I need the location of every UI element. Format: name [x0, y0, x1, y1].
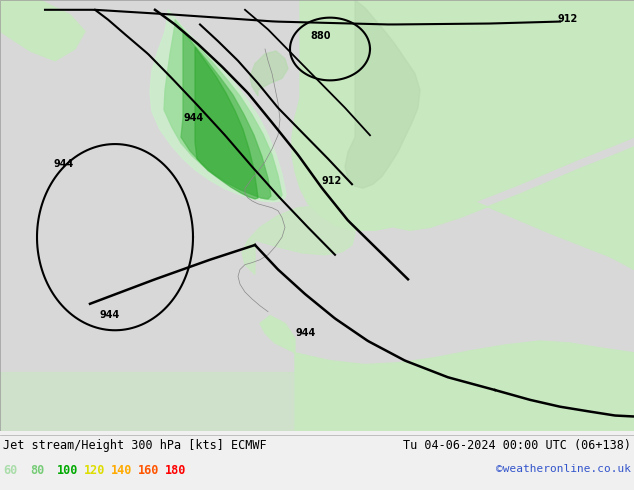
Text: 880: 880 [310, 31, 330, 41]
Text: Jet stream/Height 300 hPa [kts] ECMWF: Jet stream/Height 300 hPa [kts] ECMWF [3, 440, 267, 452]
Text: 180: 180 [165, 464, 186, 477]
Text: 944: 944 [295, 328, 315, 338]
Polygon shape [378, 147, 634, 270]
Text: 60: 60 [3, 464, 17, 477]
Polygon shape [164, 20, 282, 200]
Text: 912: 912 [558, 14, 578, 24]
Text: 912: 912 [322, 176, 342, 186]
Polygon shape [250, 51, 288, 96]
Text: 160: 160 [138, 464, 159, 477]
Text: 944: 944 [100, 311, 120, 320]
Text: 140: 140 [111, 464, 133, 477]
Polygon shape [0, 0, 85, 61]
Polygon shape [0, 372, 634, 431]
Polygon shape [242, 206, 355, 274]
Text: ©weatheronline.co.uk: ©weatheronline.co.uk [496, 464, 631, 474]
Polygon shape [292, 0, 634, 230]
Text: 120: 120 [84, 464, 105, 477]
Text: 944: 944 [53, 159, 74, 169]
Polygon shape [181, 31, 271, 199]
Polygon shape [150, 10, 286, 202]
Polygon shape [260, 316, 634, 431]
Polygon shape [345, 0, 420, 188]
Text: 944: 944 [183, 113, 204, 122]
Polygon shape [388, 0, 634, 194]
Text: Tu 04-06-2024 00:00 UTC (06+138): Tu 04-06-2024 00:00 UTC (06+138) [403, 440, 631, 452]
Text: 80: 80 [30, 464, 44, 477]
Text: 100: 100 [57, 464, 79, 477]
Polygon shape [195, 47, 258, 199]
